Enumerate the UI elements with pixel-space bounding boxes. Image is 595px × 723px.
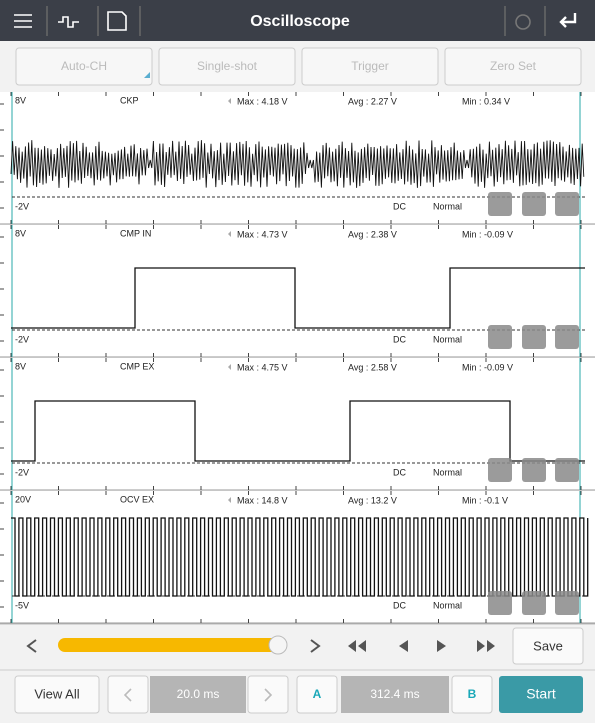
save-label: Save: [533, 638, 563, 653]
coupling: DC: [393, 201, 406, 211]
waveform: [11, 267, 585, 329]
channel-tool-button[interactable]: [488, 591, 512, 615]
next-icon[interactable]: [310, 639, 321, 653]
fast-rewind-icon[interactable]: [348, 640, 366, 652]
avg-value: Avg : 13.2 V: [348, 495, 397, 505]
scale-bottom: -2V: [15, 334, 29, 344]
cursor-time: 312.4 ms: [370, 687, 419, 701]
channel-tool-button[interactable]: [488, 192, 512, 216]
channel-tool-button[interactable]: [555, 192, 579, 216]
max-value: Max : 14.8 V: [237, 495, 288, 505]
prev-icon[interactable]: [26, 639, 37, 653]
channel-tool-button[interactable]: [488, 458, 512, 482]
max-value: Max : 4.75 V: [237, 362, 288, 372]
step-forward-icon[interactable]: [437, 640, 446, 652]
channel-tool-button[interactable]: [555, 458, 579, 482]
time-base: 20.0 ms: [177, 687, 220, 701]
dropdown-corner: [144, 72, 150, 78]
trigger-mode: Normal: [433, 201, 462, 211]
min-value: Min : -0.1 V: [462, 495, 508, 505]
toolbar-button[interactable]: [15, 47, 153, 86]
min-value: Min : -0.09 V: [462, 229, 513, 239]
start-button[interactable]: [499, 676, 583, 713]
time-prev-icon: [123, 688, 132, 702]
time-next-icon: [264, 688, 273, 702]
channel-tool-button[interactable]: [555, 591, 579, 615]
toolbar-button-label: Trigger: [351, 59, 389, 73]
avg-value: Avg : 2.58 V: [348, 362, 397, 372]
trigger-mode: Normal: [433, 467, 462, 477]
view-all-button[interactable]: [14, 675, 100, 714]
toolbar-button[interactable]: [444, 47, 582, 86]
channel-tool-button[interactable]: [522, 192, 546, 216]
time-next-button[interactable]: [247, 675, 289, 714]
cursor-time-field: [341, 676, 449, 713]
toolbar-button-label: Single-shot: [197, 59, 258, 73]
channel-name: CKP: [120, 95, 139, 105]
toolbar-button[interactable]: [158, 47, 296, 86]
min-value: Min : -0.09 V: [462, 362, 513, 372]
scale-top: 8V: [15, 95, 26, 105]
coupling: DC: [393, 334, 406, 344]
channel-tool-button[interactable]: [488, 325, 512, 349]
avg-value: Avg : 2.27 V: [348, 96, 397, 106]
waveform: [11, 400, 585, 462]
channel-name: CMP IN: [120, 228, 151, 238]
min-value: Min : 0.34 V: [462, 96, 510, 106]
marker-b-button[interactable]: [451, 675, 493, 714]
max-value: Max : 4.18 V: [237, 96, 288, 106]
trigger-mode: Normal: [433, 334, 462, 344]
toolbar-button-label: Auto-CH: [61, 59, 107, 73]
toolbar-button-label: Zero Set: [490, 59, 537, 73]
title: Oscilloscope: [250, 13, 350, 30]
expand-arrow: [228, 497, 231, 503]
scale-bottom: -2V: [15, 201, 29, 211]
time-base-field: [150, 676, 246, 713]
scale-top: 8V: [15, 361, 26, 371]
refresh-icon[interactable]: [515, 14, 531, 30]
scale-top: 20V: [15, 494, 31, 504]
signal-icon[interactable]: [58, 16, 79, 28]
coupling: DC: [393, 467, 406, 477]
channel-tool-button[interactable]: [555, 325, 579, 349]
marker-a-button[interactable]: [296, 675, 338, 714]
title-bar: [0, 0, 595, 41]
channel-tool-button[interactable]: [522, 325, 546, 349]
channel-tool-button[interactable]: [522, 458, 546, 482]
scale-top: 8V: [15, 228, 26, 238]
start-label: Start: [526, 686, 556, 702]
trigger-mode: Normal: [433, 600, 462, 610]
scale-bottom: -5V: [15, 600, 29, 610]
waveform: [10, 140, 585, 188]
channel-tool-button[interactable]: [522, 591, 546, 615]
view-all-label: View All: [34, 686, 79, 701]
channel-name: OCV EX: [120, 494, 154, 504]
channel-name: CMP EX: [120, 361, 154, 371]
waveform: [11, 517, 589, 597]
expand-arrow: [228, 364, 231, 370]
marker-a: A: [313, 687, 322, 701]
time-prev-button[interactable]: [107, 675, 149, 714]
save-file-icon[interactable]: [107, 11, 127, 31]
max-value: Max : 4.73 V: [237, 229, 288, 239]
slider-handle[interactable]: [268, 635, 288, 655]
step-back-icon[interactable]: [399, 640, 408, 652]
scale-bottom: -2V: [15, 467, 29, 477]
save-button[interactable]: [512, 627, 584, 665]
toolbar-icons: [14, 6, 577, 36]
fast-forward-icon[interactable]: [477, 640, 495, 652]
avg-value: Avg : 2.38 V: [348, 229, 397, 239]
expand-arrow: [228, 98, 231, 104]
coupling: DC: [393, 600, 406, 610]
marker-b: B: [468, 687, 477, 701]
playback-icons: [26, 639, 495, 653]
toolbar-button[interactable]: [301, 47, 439, 86]
settings-icon[interactable]: [14, 14, 32, 28]
expand-arrow: [228, 231, 231, 237]
timeline-slider[interactable]: [58, 638, 284, 652]
back-icon[interactable]: [559, 13, 577, 28]
